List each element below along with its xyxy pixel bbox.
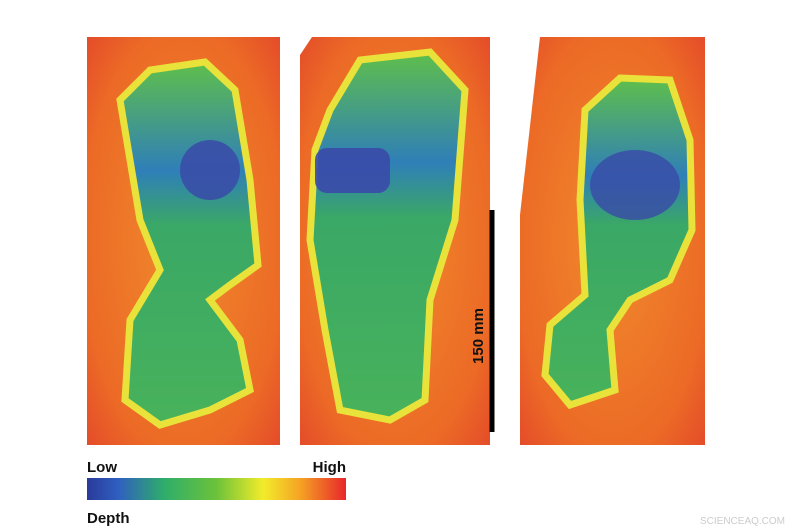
colorbar xyxy=(87,478,346,500)
legend-high: High xyxy=(313,459,346,476)
panel-left xyxy=(87,37,280,445)
legend-title: Depth xyxy=(87,510,130,527)
scale-bar-label: 150 mm xyxy=(470,308,487,364)
panel-middle xyxy=(300,37,490,445)
watermark: SCIENCEAQ.COM xyxy=(700,516,785,527)
panel-right xyxy=(520,37,705,445)
legend-low: Low xyxy=(87,459,117,476)
